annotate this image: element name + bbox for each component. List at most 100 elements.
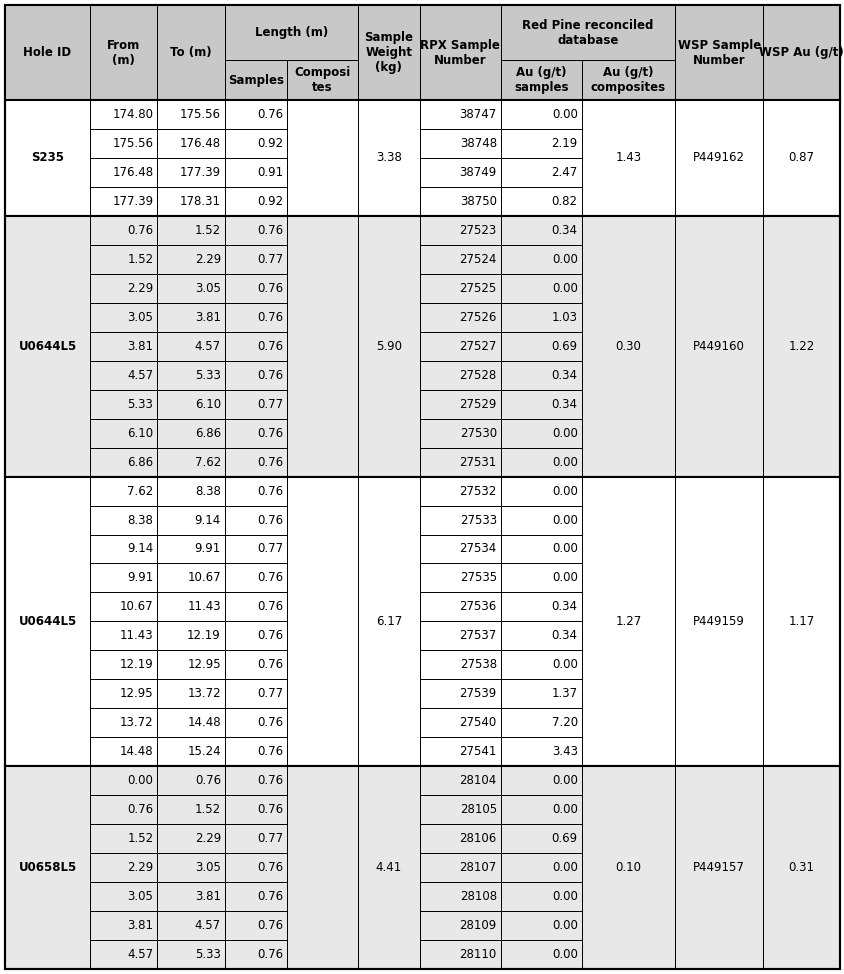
- Bar: [5, 5, 90, 100]
- Text: 3.05: 3.05: [195, 861, 220, 874]
- Bar: [500, 853, 581, 882]
- Text: 175.56: 175.56: [180, 108, 220, 121]
- Text: 0.92: 0.92: [257, 137, 283, 150]
- Text: 14.48: 14.48: [120, 745, 154, 758]
- Bar: [674, 767, 762, 969]
- Text: 0.76: 0.76: [257, 774, 283, 787]
- Text: 0.76: 0.76: [257, 890, 283, 903]
- Text: To (m): To (m): [170, 46, 212, 59]
- Text: 0.92: 0.92: [257, 195, 283, 207]
- Text: 0.34: 0.34: [551, 369, 577, 382]
- Bar: [90, 303, 157, 332]
- Bar: [419, 390, 500, 419]
- Bar: [225, 506, 287, 535]
- Bar: [157, 592, 225, 621]
- Text: 0.00: 0.00: [551, 108, 577, 121]
- Text: 0.77: 0.77: [257, 543, 283, 555]
- Bar: [225, 5, 357, 60]
- Bar: [357, 5, 419, 100]
- Text: 12.19: 12.19: [187, 629, 220, 643]
- Bar: [5, 100, 839, 216]
- Bar: [5, 216, 839, 476]
- Bar: [500, 564, 581, 592]
- Bar: [419, 882, 500, 911]
- Bar: [419, 274, 500, 303]
- Bar: [500, 737, 581, 767]
- Text: 13.72: 13.72: [120, 716, 154, 730]
- Text: 0.76: 0.76: [257, 281, 283, 295]
- Bar: [157, 476, 225, 506]
- Text: 0.76: 0.76: [257, 513, 283, 527]
- Bar: [357, 476, 419, 767]
- Text: 0.76: 0.76: [257, 369, 283, 382]
- Bar: [674, 476, 762, 767]
- Bar: [674, 100, 762, 216]
- Text: 14.48: 14.48: [187, 716, 220, 730]
- Text: 4.57: 4.57: [127, 369, 154, 382]
- Text: Sample
Weight
(kg): Sample Weight (kg): [364, 31, 413, 74]
- Text: 0.76: 0.76: [257, 600, 283, 614]
- Bar: [157, 303, 225, 332]
- Text: 27533: 27533: [459, 513, 496, 527]
- Bar: [5, 767, 90, 969]
- Bar: [157, 535, 225, 564]
- Text: 6.10: 6.10: [127, 427, 154, 439]
- Bar: [90, 5, 157, 100]
- Bar: [90, 940, 157, 969]
- Text: P449162: P449162: [692, 151, 744, 165]
- Text: Composi
tes: Composi tes: [294, 66, 350, 94]
- Text: 1.37: 1.37: [551, 688, 577, 700]
- Text: 15.24: 15.24: [187, 745, 220, 758]
- Text: U0644L5: U0644L5: [19, 340, 77, 353]
- Text: 1.52: 1.52: [127, 832, 154, 845]
- Text: 1.22: 1.22: [787, 340, 814, 353]
- Bar: [419, 5, 500, 100]
- Bar: [500, 882, 581, 911]
- Bar: [90, 476, 157, 506]
- Bar: [419, 564, 500, 592]
- Text: 3.05: 3.05: [195, 281, 220, 295]
- Bar: [500, 303, 581, 332]
- Text: 27534: 27534: [459, 543, 496, 555]
- Bar: [419, 911, 500, 940]
- Text: 12.95: 12.95: [120, 688, 154, 700]
- Text: 1.52: 1.52: [127, 253, 154, 266]
- Text: 0.76: 0.76: [257, 861, 283, 874]
- Text: 0.87: 0.87: [787, 151, 814, 165]
- Bar: [225, 332, 287, 360]
- Bar: [581, 60, 674, 100]
- Text: 0.76: 0.76: [257, 804, 283, 816]
- Bar: [419, 795, 500, 824]
- Bar: [500, 708, 581, 737]
- Text: 0.00: 0.00: [551, 543, 577, 555]
- Bar: [225, 737, 287, 767]
- Bar: [5, 476, 839, 767]
- Bar: [90, 679, 157, 708]
- Text: 12.19: 12.19: [120, 658, 154, 671]
- Text: 27539: 27539: [459, 688, 496, 700]
- Text: 0.31: 0.31: [787, 861, 814, 874]
- Text: 4.57: 4.57: [195, 340, 220, 353]
- Text: 0.76: 0.76: [257, 716, 283, 730]
- Bar: [90, 621, 157, 651]
- Text: RPX Sample
Number: RPX Sample Number: [420, 39, 500, 66]
- Text: 27527: 27527: [459, 340, 496, 353]
- Text: 0.00: 0.00: [551, 427, 577, 439]
- Bar: [419, 535, 500, 564]
- Text: Length (m): Length (m): [254, 26, 327, 39]
- Bar: [157, 940, 225, 969]
- Text: 1.27: 1.27: [614, 615, 641, 628]
- Bar: [157, 158, 225, 187]
- Bar: [90, 853, 157, 882]
- Bar: [357, 216, 419, 476]
- Bar: [157, 911, 225, 940]
- Bar: [90, 216, 157, 244]
- Text: 27535: 27535: [459, 572, 496, 584]
- Bar: [762, 216, 839, 476]
- Bar: [157, 882, 225, 911]
- Bar: [157, 360, 225, 390]
- Bar: [225, 940, 287, 969]
- Text: 7.62: 7.62: [194, 456, 220, 468]
- Bar: [419, 651, 500, 679]
- Text: 0.76: 0.76: [127, 224, 154, 237]
